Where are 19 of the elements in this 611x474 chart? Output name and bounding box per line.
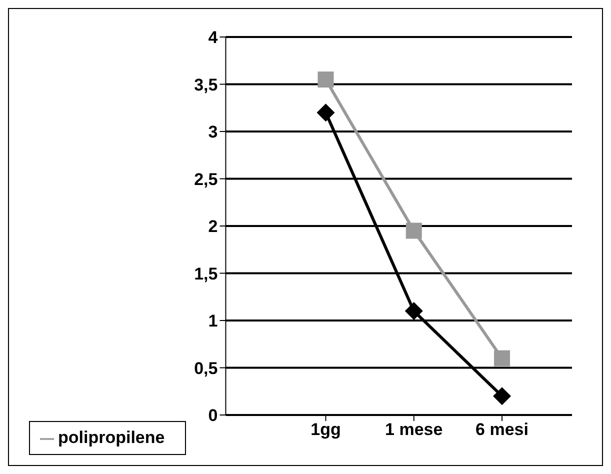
point [316,104,335,122]
y-tick-label: 0,5 [194,358,218,378]
x-tick-label: 1gg [310,420,341,440]
y-tick-label: 3 [208,122,218,142]
y-tick-label: 1,5 [194,264,218,284]
y-tick-label: 4 [208,28,218,48]
point [404,302,423,320]
y-tick-label: 3,5 [194,75,218,94]
point [318,72,334,88]
point [493,387,511,406]
point [406,222,422,239]
x-tick-label: 1 mese [385,420,443,440]
point [494,350,510,366]
y-tick-label: 2 [208,217,218,236]
y-tick-label: 1 [208,312,218,331]
y-tick-label: 2,5 [194,170,218,189]
y-tick-label: 0 [208,406,218,426]
x-tick-label: 6 mesi [476,420,528,440]
legend-label: polipropilene [58,428,165,447]
